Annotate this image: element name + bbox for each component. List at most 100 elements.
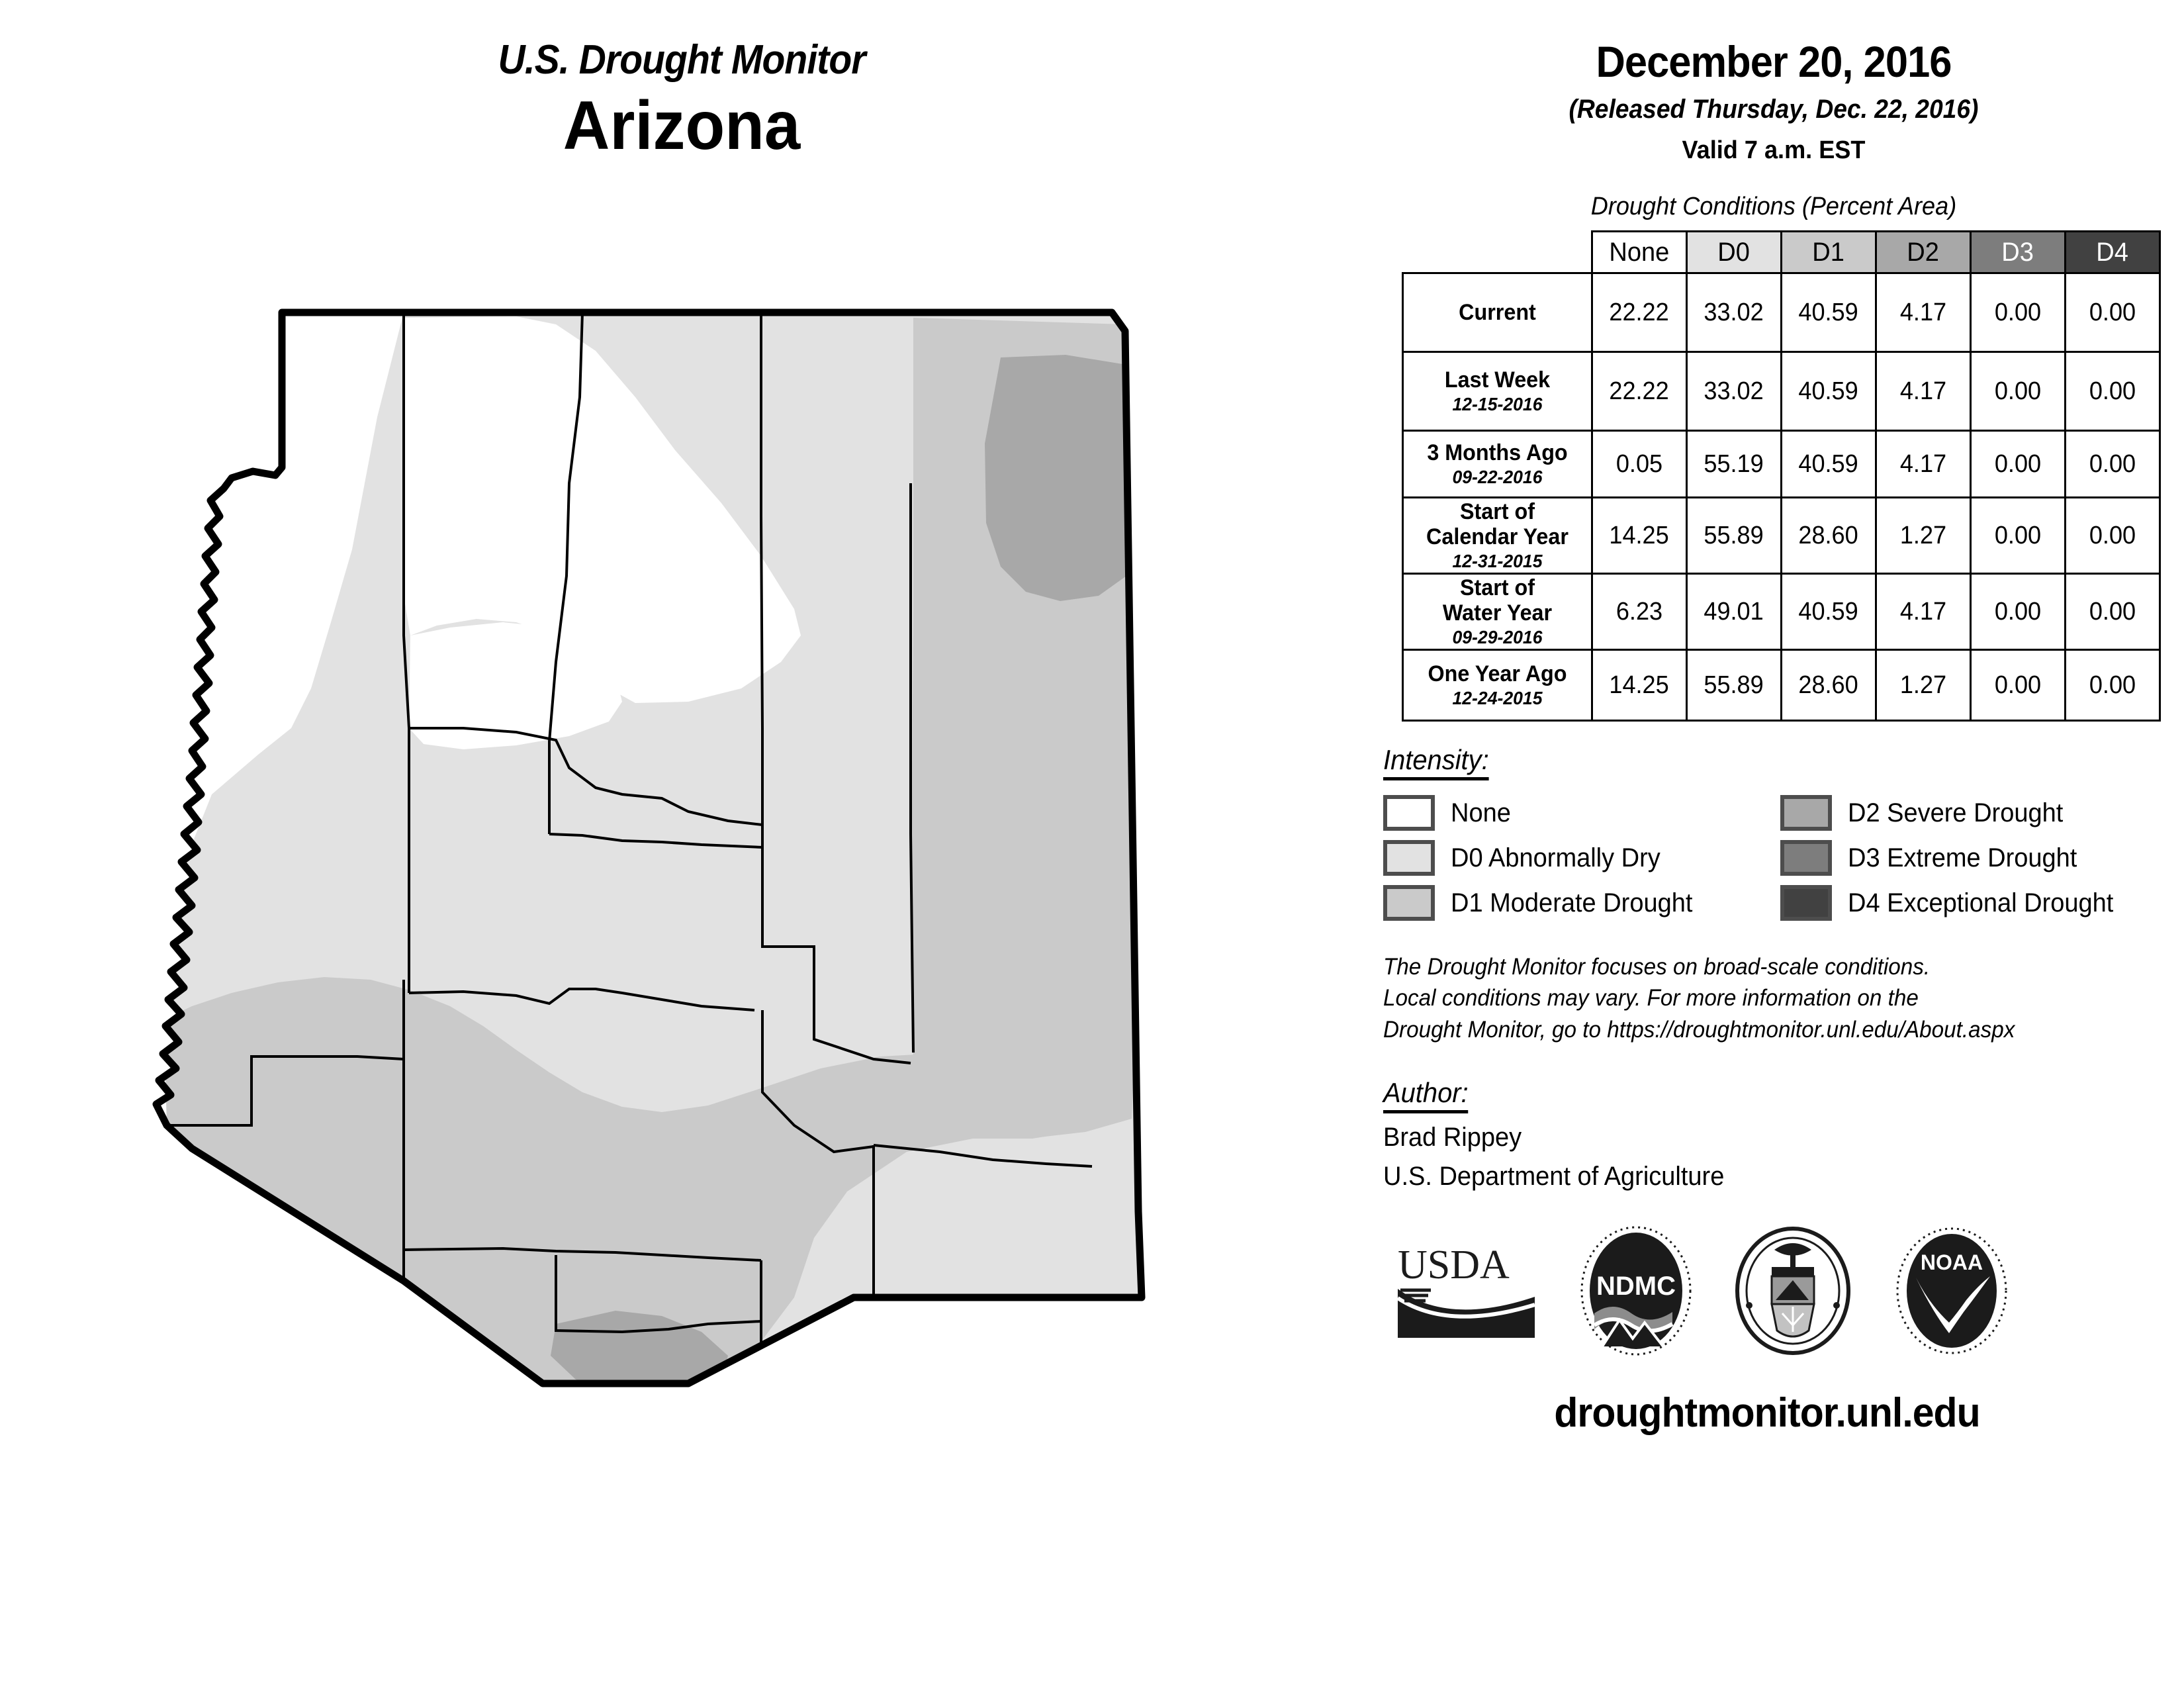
cell-water-year-d4: 0.00 [2064, 573, 2161, 651]
cell-water-year-d3: 0.00 [1970, 573, 2066, 651]
noaa-logo: NOAA [1893, 1226, 2010, 1359]
cell-one-year-none: 14.25 [1591, 649, 1688, 722]
cell-water-year-d1: 40.59 [1780, 573, 1877, 651]
region-none-mid [409, 622, 622, 749]
usda-logo-text: USDA [1398, 1243, 1510, 1288]
author-organization: U.S. Department of Agriculture [1383, 1161, 1725, 1191]
column-header-d4: D4 [2064, 230, 2161, 274]
state-outline [152, 308, 1146, 1387]
cell-last-week-d3: 0.00 [1970, 351, 2066, 432]
disclaimer-line-3: Drought Monitor, go to https://droughtmo… [1383, 1016, 2015, 1043]
region-d2-northeast [985, 355, 1126, 601]
row-label-start-water-year: Start of Water Year 09-29-2016 [1402, 573, 1593, 651]
arizona-drought-map [93, 265, 1304, 1562]
column-header-d1: D1 [1780, 230, 1877, 274]
column-header-d0: D0 [1686, 230, 1782, 274]
ndmc-logo: NDMC [1580, 1226, 1692, 1359]
cell-calendar-year-d2: 1.27 [1875, 496, 1972, 575]
usda-logo: USDA [1395, 1241, 1537, 1344]
cell-3-months-d1: 40.59 [1780, 430, 1877, 498]
noaa-logo-text: NOAA [1921, 1250, 1983, 1274]
row-label-one-year-ago: One Year Ago 12-24-2015 [1402, 649, 1593, 722]
cell-current-d0: 33.02 [1686, 272, 1782, 353]
table-row: Start of Water Year 09-29-2016 6.23 49.0… [1402, 573, 2161, 651]
cell-3-months-none: 0.05 [1591, 430, 1688, 498]
doc-seal-logo [1735, 1226, 1851, 1359]
cell-last-week-d4: 0.00 [2064, 351, 2161, 432]
intensity-title: Intensity: [1383, 744, 1489, 780]
county-boundaries [167, 312, 1093, 1383]
cell-one-year-d1: 28.60 [1780, 649, 1877, 722]
page-title: U.S. Drought Monitor [498, 37, 866, 83]
cell-water-year-d0: 49.01 [1686, 573, 1782, 651]
cell-last-week-none: 22.22 [1591, 351, 1688, 432]
drought-fill-layers [156, 312, 1142, 1383]
cell-calendar-year-none: 14.25 [1591, 496, 1688, 575]
header-blank [1403, 232, 1592, 273]
cell-current-d1: 40.59 [1780, 272, 1877, 353]
swatch-none-icon [1383, 795, 1435, 831]
legend-item-d0: D0 Abnormally Dry [1383, 840, 1780, 876]
cell-current-d4: 0.00 [2064, 272, 2161, 353]
swatch-d1-icon [1383, 885, 1435, 921]
cell-calendar-year-d1: 28.60 [1780, 496, 1877, 575]
right-panel: December 20, 2016 (Released Thursday, De… [1377, 36, 2171, 1436]
column-header-none: None [1591, 230, 1688, 274]
cell-one-year-d0: 55.89 [1686, 649, 1782, 722]
cell-current-d3: 0.00 [1970, 272, 2066, 353]
cell-last-week-d2: 4.17 [1875, 351, 1972, 432]
column-header-d2: D2 [1875, 230, 1972, 274]
table-caption: Drought Conditions (Percent Area) [1590, 193, 1957, 220]
cell-one-year-d2: 1.27 [1875, 649, 1972, 722]
cell-water-year-none: 6.23 [1591, 573, 1688, 651]
state-title: Arizona [563, 87, 801, 164]
logo-row: USDA NDMC [1383, 1226, 2171, 1359]
disclaimer-line-1: The Drought Monitor focuses on broad-sca… [1383, 954, 1931, 980]
author-title: Author: [1383, 1077, 1469, 1113]
cell-current-none: 22.22 [1591, 272, 1688, 353]
cell-calendar-year-d4: 0.00 [2064, 496, 2161, 575]
cell-last-week-d1: 40.59 [1780, 351, 1877, 432]
drought-conditions-table: None D0 D1 D2 D3 D4 Current 22.22 33.02 … [1402, 230, 2161, 722]
row-label-current: Current [1402, 272, 1593, 353]
table-row: Start of Calendar Year 12-31-2015 14.25 … [1402, 496, 2161, 575]
legend-item-d3: D3 Extreme Drought [1780, 840, 2177, 876]
valid-time: Valid 7 a.m. EST [1682, 136, 1866, 164]
region-d1 [164, 977, 1066, 1383]
swatch-d2-icon [1780, 795, 1832, 831]
cell-one-year-d3: 0.00 [1970, 649, 2066, 722]
swatch-d0-icon [1383, 840, 1435, 876]
row-label-last-week: Last Week 12-15-2016 [1402, 351, 1593, 432]
disclaimer-line-2: Local conditions may vary. For more info… [1383, 985, 1919, 1011]
row-label-start-calendar-year: Start of Calendar Year 12-31-2015 [1402, 496, 1593, 575]
report-date: December 20, 2016 [1596, 37, 1952, 86]
region-none-north-central [402, 316, 801, 703]
legend-item-none: None [1383, 795, 1780, 831]
cell-calendar-year-d0: 55.89 [1686, 496, 1782, 575]
table-row: Last Week 12-15-2016 22.22 33.02 40.59 4… [1402, 351, 2161, 432]
swatch-d3-icon [1780, 840, 1832, 876]
legend-item-d1: D1 Moderate Drought [1383, 885, 1780, 921]
row-label-3-months-ago: 3 Months Ago 09-22-2016 [1402, 430, 1593, 498]
cell-water-year-d2: 4.17 [1875, 573, 1972, 651]
table-header-row: None D0 D1 D2 D3 D4 [1403, 230, 2161, 274]
cell-3-months-d4: 0.00 [2064, 430, 2161, 498]
cell-3-months-d3: 0.00 [1970, 430, 2066, 498]
author-name: Brad Rippey [1383, 1122, 1522, 1152]
author-block: Author: Brad Rippey U.S. Department of A… [1383, 1077, 2171, 1192]
cell-calendar-year-d3: 0.00 [1970, 496, 2066, 575]
cell-one-year-d4: 0.00 [2064, 649, 2161, 722]
legend-item-d2: D2 Severe Drought [1780, 795, 2177, 831]
ndmc-logo-text: NDMC [1596, 1272, 1676, 1301]
legend-grid: None D2 Severe Drought D0 Abnormally Dry… [1383, 795, 2171, 921]
map-svg [152, 308, 1146, 1387]
cell-last-week-d0: 33.02 [1686, 351, 1782, 432]
swatch-d4-icon [1780, 885, 1832, 921]
cell-3-months-d2: 4.17 [1875, 430, 1972, 498]
cell-3-months-d0: 55.19 [1686, 430, 1782, 498]
site-url[interactable]: droughtmonitor.unl.edu [1554, 1389, 1980, 1436]
title-block: U.S. Drought Monitor Arizona [218, 40, 1145, 162]
column-header-d3: D3 [1970, 230, 2066, 274]
legend-item-d4: D4 Exceptional Drought [1780, 885, 2177, 921]
